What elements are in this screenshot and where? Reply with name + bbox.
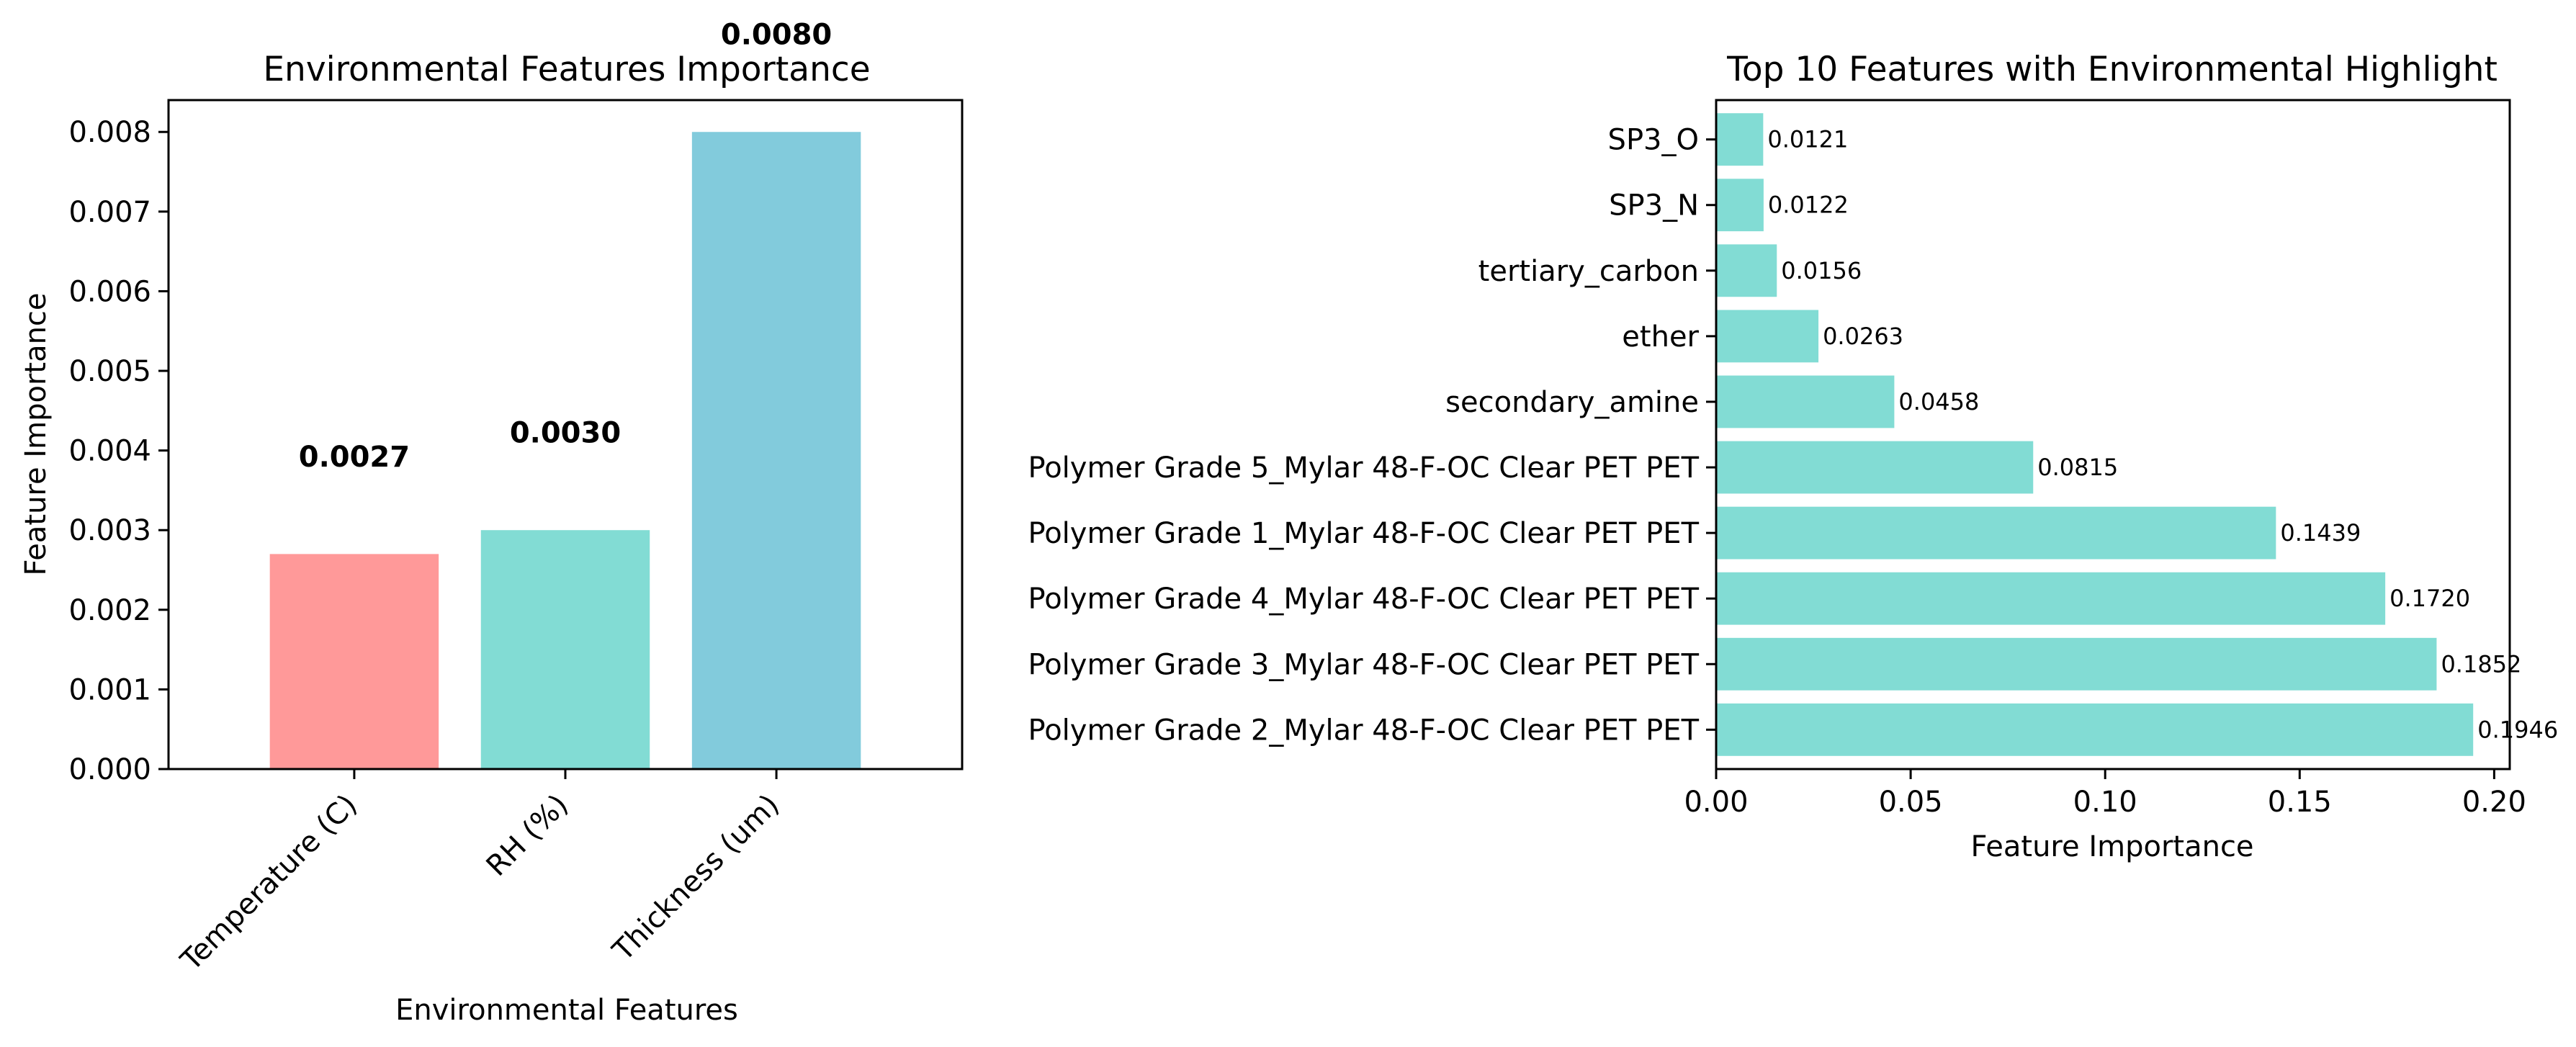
bar-value-label: 0.0080	[721, 19, 832, 52]
y-tick-label: 0.006	[68, 275, 151, 308]
y-tick-label: SP3_O	[1608, 124, 1699, 157]
bar	[1716, 637, 2437, 691]
y-tick-label: 0.004	[68, 435, 151, 468]
bar	[1716, 441, 2034, 494]
y-tick-label: 0.008	[68, 116, 151, 149]
left-x-axis-label: Environmental Features	[395, 994, 738, 1027]
bar-value-label: 0.0030	[510, 417, 621, 450]
y-tick-label: Polymer Grade 1_Mylar 48-F-OC Clear PET …	[1028, 517, 1700, 550]
y-tick-label: Polymer Grade 2_Mylar 48-F-OC Clear PET …	[1028, 714, 1700, 747]
x-tick-label: 0.05	[1879, 786, 1943, 819]
y-tick-label: 0.005	[68, 355, 151, 388]
left-y-axis-ticks: 0.000 0.001 0.002 0.003 0.004 0.005 0.006 0.007…	[68, 116, 169, 786]
bar	[1716, 572, 2386, 625]
y-tick-label: 0.003	[68, 514, 151, 547]
bar	[269, 554, 439, 769]
bar	[1716, 375, 1895, 428]
right-x-axis-label: Feature Importance	[1970, 830, 2253, 863]
y-tick-label: ether	[1622, 320, 1699, 354]
bar-value-label: 0.1720	[2389, 585, 2470, 612]
y-tick-label: Polymer Grade 5_Mylar 48-F-OC Clear PET …	[1028, 451, 1700, 485]
y-tick-label: 0.000	[68, 753, 151, 786]
right-plot-frame	[1715, 99, 2511, 770]
bar	[1716, 506, 2276, 560]
x-tick-label: 0.00	[1684, 786, 1748, 819]
bar-value-label: 0.1439	[2280, 519, 2361, 547]
y-tick-label: SP3_N	[1609, 189, 1699, 223]
bar-value-label: 0.0122	[1768, 192, 1849, 219]
left-y-axis-label: Feature Importance	[19, 292, 53, 575]
y-tick-label: Polymer Grade 4_Mylar 48-F-OC Clear PET …	[1028, 583, 1700, 616]
bar	[1716, 113, 1764, 166]
left-bars: 0.0027 0.0030 0.0080	[269, 19, 861, 769]
x-tick-label: 0.15	[2268, 786, 2332, 819]
bar	[1716, 179, 1764, 232]
bar-value-label: 0.0458	[1898, 388, 1979, 415]
bar	[1716, 310, 1819, 363]
x-tick-label: 0.10	[2073, 786, 2137, 819]
top10-features-chart: Top 10 Features with Environmental Highl…	[1028, 50, 2559, 863]
left-plot-frame	[167, 99, 964, 770]
right-x-axis-ticks: 0.00 0.05 0.10 0.15 0.20	[1684, 769, 2526, 819]
bar	[1716, 703, 2474, 756]
right-chart-title: Top 10 Features with Environmental Highl…	[1726, 50, 2498, 89]
left-chart-title: Environmental Features Importance	[263, 50, 870, 89]
bar-value-label: 0.1852	[2441, 650, 2521, 678]
y-tick-label: tertiary_carbon	[1478, 255, 1699, 288]
bar	[480, 530, 650, 769]
bar-value-label: 0.0156	[1781, 257, 1862, 284]
bar-value-label: 0.1946	[2477, 716, 2558, 743]
bar	[1716, 244, 1777, 297]
y-tick-label: 0.001	[68, 673, 151, 706]
bar-value-label: 0.0263	[1823, 323, 1903, 350]
right-y-axis-ticks: Polymer Grade 2_Mylar 48-F-OC Clear PET …	[1028, 124, 1716, 747]
y-tick-label: 0.007	[68, 196, 151, 229]
bar-value-label: 0.0121	[1767, 126, 1848, 153]
y-tick-label: Polymer Grade 3_Mylar 48-F-OC Clear PET …	[1028, 648, 1700, 681]
bar-value-label: 0.0815	[2037, 454, 2118, 481]
right-bars: 0.1946 0.1852 0.1720 0.1439 0.0815 0.0458 0.02…	[1716, 113, 2558, 756]
bar	[691, 132, 861, 769]
y-tick-label: secondary_amine	[1445, 386, 1699, 419]
y-tick-label: 0.002	[68, 594, 151, 627]
bar-value-label: 0.0027	[299, 441, 410, 474]
x-tick-label: 0.20	[2462, 786, 2526, 819]
